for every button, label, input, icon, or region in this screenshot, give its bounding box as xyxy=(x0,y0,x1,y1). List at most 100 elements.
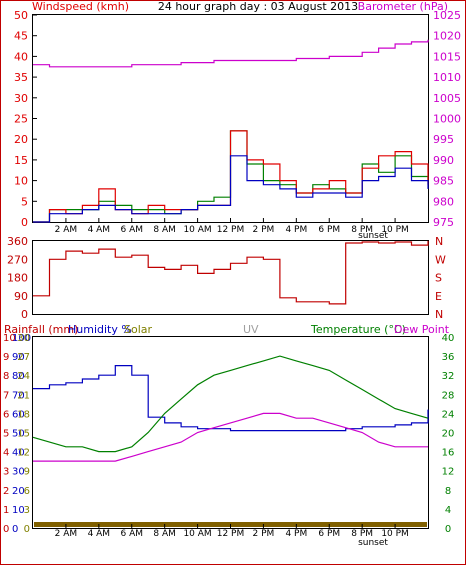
barometer-y-tick-label: 990 xyxy=(433,154,454,167)
compass-label: W xyxy=(435,253,446,266)
wind-gust-line xyxy=(33,130,429,223)
barometer-y-tick-label: 1020 xyxy=(433,30,461,43)
humidity-y-tick-label: 10 xyxy=(12,505,25,516)
rainfall-y-tick-label: 8 xyxy=(3,371,9,382)
temperature-y-tick-label: 0 xyxy=(445,524,451,535)
climate-x-tick-label: 10 PM xyxy=(381,529,409,539)
rainfall-y-tick-label: 7 xyxy=(3,390,9,401)
panel-direction-frame xyxy=(32,240,429,315)
humidity-y-tick-label: 60 xyxy=(12,409,25,420)
wind-x-tick-label: 12 PM xyxy=(217,225,245,235)
solar-y-tick-label: 9 xyxy=(24,467,30,478)
climate-x-tick-label: 10 AM xyxy=(183,529,211,539)
barometer-y-tick-label: 975 xyxy=(433,216,454,229)
dewpoint-line xyxy=(33,412,428,462)
humidity-y-tick-label: 100 xyxy=(12,333,31,344)
wind-x-tick-label: 2 PM xyxy=(253,225,275,235)
wind-x-tick-label: 8 AM xyxy=(153,225,176,235)
wind-y-tick-label: 50 xyxy=(14,9,28,22)
humidity-y-tick-label: 70 xyxy=(12,390,25,401)
direction-y-tick-label: 0 xyxy=(21,308,28,321)
temperature-y-tick-label: 24 xyxy=(442,409,455,420)
temperature-y-tick-label: 12 xyxy=(442,467,455,478)
wind-y-tick-label: 15 xyxy=(14,154,28,167)
climate-x-tick-label: 8 AM xyxy=(153,529,176,539)
barometer-y-tick-label: 1000 xyxy=(433,113,461,126)
compass-label: E xyxy=(435,290,442,303)
humidity-y-tick-label: 20 xyxy=(12,486,25,497)
direction-line xyxy=(33,241,429,305)
humidity-label: Humidity % xyxy=(68,323,132,336)
wind-x-tick-label: 8 PM xyxy=(351,225,373,235)
temperature-y-tick-label: 4 xyxy=(445,505,451,516)
solar-y-tick-label: 3 xyxy=(24,505,30,516)
solar-y-tick-label: 15 xyxy=(17,429,30,440)
climate-x-tick-label: 4 AM xyxy=(88,529,111,539)
wind-y-tick-label: 25 xyxy=(14,113,28,126)
direction-y-tick-label: 360 xyxy=(7,235,28,248)
barometer-line xyxy=(33,39,429,68)
wind-y-tick-label: 35 xyxy=(14,71,28,84)
solar-y-tick-label: 21 xyxy=(17,390,30,401)
wind-x-tick-label: 6 AM xyxy=(120,225,143,235)
compass-label: N xyxy=(435,235,443,248)
compass-label: N xyxy=(435,308,443,321)
wind-x-tick-label: 2 AM xyxy=(55,225,78,235)
solar-y-tick-label: 27 xyxy=(17,352,30,363)
climate-x-tick-label: 2 AM xyxy=(55,529,78,539)
humidity-line xyxy=(33,365,429,432)
rainfall-y-tick-label: 5 xyxy=(3,429,9,440)
barometer-y-tick-label: 1025 xyxy=(433,9,461,22)
wind-x-tick-label: 6 PM xyxy=(318,225,340,235)
wind-y-tick-label: 5 xyxy=(21,195,28,208)
solar-y-tick-label: 18 xyxy=(17,409,30,420)
wind-y-tick-label: 45 xyxy=(14,30,28,43)
wind-y-tick-label: 30 xyxy=(14,92,28,105)
solar-y-tick-label: 24 xyxy=(17,371,30,382)
barometer-y-tick-label: 1015 xyxy=(433,50,461,63)
rainfall-label: Rainfall (mm) xyxy=(4,323,78,336)
rainfall-y-tick-label: 2 xyxy=(3,486,9,497)
barometer-y-tick-label: 995 xyxy=(433,133,454,146)
humidity-y-tick-label: 0 xyxy=(12,524,18,535)
temperature-y-tick-label: 20 xyxy=(442,429,455,440)
barometer-y-tick-label: 1010 xyxy=(433,71,461,84)
solar-label: Solar xyxy=(124,323,153,336)
temperature-y-tick-label: 40 xyxy=(442,333,455,344)
temperature-y-tick-label: 8 xyxy=(445,486,451,497)
wind-x-tick-label: 10 PM xyxy=(381,225,409,235)
rainfall-y-tick-label: 6 xyxy=(3,409,9,420)
rainfall-y-tick-label: 10 xyxy=(3,333,16,344)
climate-x-tick-label: 2 PM xyxy=(253,529,275,539)
solar-y-tick-label: 0 xyxy=(24,524,30,535)
humidity-y-tick-label: 40 xyxy=(12,448,25,459)
wind-avg-line xyxy=(33,155,429,223)
humidity-y-tick-label: 80 xyxy=(12,371,25,382)
rainfall-y-tick-label: 9 xyxy=(3,352,9,363)
direction-y-tick-label: 270 xyxy=(7,253,28,266)
wind-x-tick-label: 10 AM xyxy=(183,225,211,235)
dewpoint-label: Dew Point xyxy=(394,323,450,336)
humidity-y-tick-label: 50 xyxy=(12,429,25,440)
humidity-y-tick-label: 90 xyxy=(12,352,25,363)
climate-x-tick-label: 12 PM xyxy=(217,529,245,539)
wind-y-tick-label: 40 xyxy=(14,50,28,63)
barometer-y-tick-label: 985 xyxy=(433,175,454,188)
temperature-label: Temperature (°C) xyxy=(310,323,406,336)
barometer-y-tick-label: 1005 xyxy=(433,92,461,105)
wind-x-tick-label: 4 PM xyxy=(285,225,307,235)
windspeed-label: Windspeed (kmh) xyxy=(32,0,129,13)
uv-label: UV xyxy=(243,323,259,336)
solar-y-tick-label: 6 xyxy=(24,486,30,497)
rainfall-y-tick-label: 0 xyxy=(3,524,9,535)
direction-y-tick-label: 180 xyxy=(7,272,28,285)
wind-y-tick-label: 20 xyxy=(14,133,28,146)
temperature-y-tick-label: 16 xyxy=(442,448,455,459)
climate-x-tick-label: 6 AM xyxy=(120,529,143,539)
chart-title: 24 hour graph day : 03 August 2013 xyxy=(158,0,358,13)
barometer-label: Barometer (hPa) xyxy=(358,0,448,13)
temperature-line xyxy=(32,355,429,453)
panel-wind-frame xyxy=(32,14,429,223)
